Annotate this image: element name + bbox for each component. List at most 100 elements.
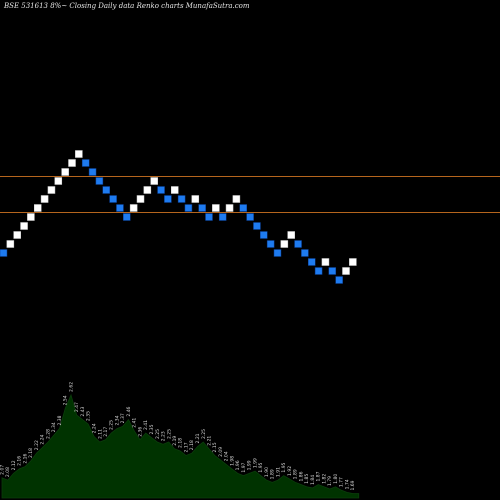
volume-label: 2.28 [46, 429, 52, 439]
renko-brick-up [6, 240, 15, 248]
volume-label: 2.25 [109, 420, 115, 430]
chart-title: BSE 531613 8%~ Closing Daily data Renko … [3, 2, 250, 10]
volume-label: 2.24 [40, 434, 46, 444]
volume-label: 2.47 [74, 402, 80, 412]
horizontal-lines [0, 176, 500, 213]
renko-brick-down [301, 249, 309, 257]
renko-brick-down [294, 240, 302, 248]
volume-label: 2.25 [166, 429, 172, 439]
renko-brick-up [40, 195, 49, 203]
volume-label: 1.91 [276, 467, 282, 477]
volume-label: 1.87 [316, 471, 322, 481]
volume-label: 2.46 [126, 406, 132, 416]
volume-label: 2.16 [17, 456, 23, 466]
renko-brick-up [225, 204, 234, 212]
volume-label: 2.38 [57, 415, 63, 425]
volume-label: 1.79 [327, 476, 333, 486]
renko-brick-down [0, 249, 8, 257]
renko-brick-up [136, 195, 145, 203]
renko-brick-down [164, 195, 172, 203]
renko-brick-up [143, 186, 152, 194]
volume-label: 1.99 [253, 458, 259, 468]
renko-brick-down [266, 240, 275, 248]
volume-label: 2.43 [80, 406, 86, 416]
renko-brick-down [177, 195, 186, 203]
renko-brick-up [129, 204, 138, 212]
renko-brick-down [88, 168, 97, 176]
volume-panel: 2.07 2.082.12 2.16 2.162.182.222.242.282.34… [0, 382, 360, 499]
volume-label: 2.21 [207, 436, 213, 446]
renko-brick-up [61, 168, 69, 176]
volume-label: 2.07 [0, 465, 6, 475]
volume-label: 1.96 [235, 460, 241, 470]
volume-label: 1.95 [258, 462, 264, 472]
volume-label: 1.95 [281, 462, 287, 472]
volume-label: 1.92 [287, 466, 293, 476]
renko-brick-up [75, 150, 83, 158]
volume-label: 2.11 [97, 429, 103, 439]
renko-brick-down [157, 186, 165, 194]
renko-brick-up [27, 213, 35, 221]
volume-label: 1.97 [241, 462, 247, 472]
renko-brick-down [109, 195, 117, 203]
renko-brick-up [232, 195, 241, 203]
volume-label: 2.19 [172, 436, 178, 446]
renko-brick-up [280, 240, 289, 248]
volume-label: 2.41 [143, 420, 149, 430]
volume-label: 2.18 [178, 438, 184, 448]
volume-label: 2.35 [86, 411, 92, 421]
renko-brick-up [212, 204, 220, 212]
volume-label: 2.22 [34, 440, 40, 450]
volume-area [1, 393, 360, 499]
volume-label: 2.04 [224, 451, 230, 461]
volume-label: 2.17 [103, 427, 109, 437]
renko-brick-down [328, 267, 337, 275]
renko-brick-down [335, 276, 343, 284]
renko-brick-down [273, 249, 282, 257]
renko-brick-up [150, 177, 158, 185]
volume-label: 1.85 [304, 474, 310, 484]
renko-brick-up [287, 231, 295, 239]
volume-label: 2.24 [92, 423, 98, 433]
renko-brick-down [184, 204, 193, 212]
volume-label: 2.09 [218, 447, 224, 457]
renko-brick-down [314, 267, 323, 275]
volume-label: 2.23 [161, 431, 167, 441]
renko-brick-down [260, 231, 268, 239]
renko-brick-up [54, 177, 63, 185]
renko-bricks [0, 150, 357, 284]
volume-label: 1.86 [299, 471, 305, 481]
renko-brick-down [102, 186, 110, 194]
renko-brick-down [95, 177, 104, 185]
volume-label: 2.21 [195, 433, 201, 443]
renko-brick-down [116, 204, 124, 212]
volume-label: 1.77 [339, 477, 345, 487]
renko-brick-down [198, 204, 206, 212]
volume-label: 2.25 [155, 429, 161, 439]
renko-brick-up [342, 267, 350, 275]
renko-brick-up [34, 204, 42, 212]
volume-label: 2.12 [11, 460, 17, 470]
volume-label: 1.69 [350, 480, 356, 490]
renko-brick-up [68, 159, 76, 167]
volume-label: 2.62 [69, 382, 75, 392]
renko-brick-up [349, 258, 357, 266]
volume-label: 2.08 [5, 467, 11, 477]
renko-brick-down [205, 213, 213, 221]
volume-label: 1.89 [270, 469, 276, 479]
volume-label: 2.35 [149, 424, 155, 434]
volume-label: 2.34 [51, 422, 57, 432]
volume-label: 1.74 [345, 479, 351, 489]
renko-brick-up [20, 222, 28, 230]
renko-brick-up [47, 186, 56, 194]
volume-label: 2.18 [189, 440, 195, 450]
renko-brick-down [308, 258, 316, 266]
volume-label: 2.25 [201, 429, 207, 439]
renko-brick-down [246, 213, 254, 221]
volume-label: 2.37 [120, 413, 126, 423]
renko-brick-down [123, 213, 131, 221]
volume-label: 1.84 [310, 475, 316, 485]
volume-label: 2.16 [23, 453, 29, 463]
volume-label: 2.15 [212, 442, 218, 452]
